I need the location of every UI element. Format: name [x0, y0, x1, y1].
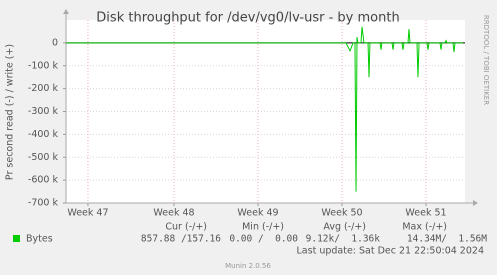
stats-value: 0.00 / 0.00	[229, 234, 298, 245]
y-tick-label: -200 k	[28, 83, 59, 94]
y-tick-label: -500 k	[28, 152, 59, 163]
last-update: Last update: Sat Dec 21 22:50:04 2024	[297, 246, 484, 257]
stats-header: Max (-/+)	[402, 222, 447, 233]
stats-header: Min (-/+)	[242, 222, 284, 233]
x-tick-label: Week 48	[153, 208, 194, 219]
stats-value: 9.12k/ 1.36k	[306, 234, 381, 245]
chart-title: Disk throughput for /dev/vg0/lv-usr - by…	[96, 11, 399, 26]
stats-header: Avg (-/+)	[323, 222, 366, 233]
y-tick-label: -700 k	[28, 198, 59, 209]
y-axis-label: Pr second read (-) / write (+)	[5, 44, 16, 180]
y-tick-label: -100 k	[28, 60, 59, 71]
x-tick-label: Week 49	[237, 208, 278, 219]
stats-value: 14.34M/ 1.56M	[407, 234, 487, 245]
side-label: RRDTOOL / TOBI OETIKER	[482, 15, 490, 105]
legend-label: Bytes	[26, 234, 53, 245]
stats-value: 857.88 /157.16	[141, 234, 221, 245]
y-tick-label: 0	[52, 37, 58, 48]
x-tick-label: Week 47	[67, 208, 108, 219]
legend-swatch	[13, 235, 20, 242]
x-tick-label: Week 50	[321, 208, 362, 219]
y-tick-label: -600 k	[28, 175, 59, 186]
data-line	[66, 26, 463, 192]
y-tick-label: -300 k	[28, 106, 59, 117]
y-tick-label: -400 k	[28, 129, 59, 140]
axis-arrow	[63, 9, 69, 14]
x-tick-label: Week 51	[405, 208, 446, 219]
axis-arrow	[473, 200, 478, 206]
footer: Munin 2.0.56	[225, 262, 271, 270]
stats-header: Cur (-/+)	[165, 222, 207, 233]
